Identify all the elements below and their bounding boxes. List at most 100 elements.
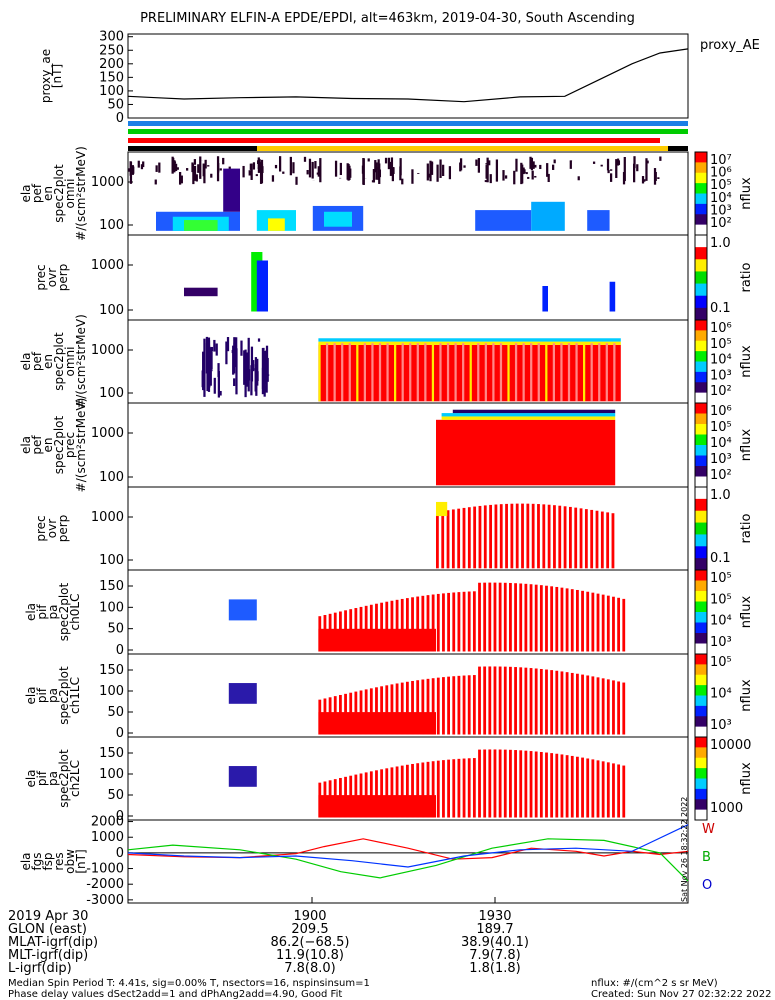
y-tick-label: 2000 <box>91 815 124 830</box>
spectrogram-cell <box>367 158 370 162</box>
spectrogram-cell <box>553 505 556 569</box>
spectrogram-cell <box>390 767 394 818</box>
spectrogram-cell <box>601 761 605 818</box>
spectrogram-cell <box>570 589 574 652</box>
colorbar-segment <box>695 726 707 738</box>
spectrogram-cell <box>542 504 546 569</box>
colorbar-segment <box>695 534 707 547</box>
spectrogram-cell <box>391 167 394 182</box>
spectrogram-cell <box>199 156 202 179</box>
colorbar-segment <box>695 768 707 779</box>
spectrogram-cell <box>180 175 183 184</box>
spectrogram-cell <box>519 583 523 652</box>
spectrogram-cell <box>319 158 322 183</box>
y-axis-label: ela <box>19 184 33 202</box>
spectrogram-cell <box>524 583 528 652</box>
spectrogram-cell <box>174 163 178 172</box>
spectrogram-cell <box>641 176 645 184</box>
spectrogram-cell <box>430 161 434 175</box>
spectrogram-cell <box>260 159 264 173</box>
spectrogram-cell <box>263 350 266 384</box>
spectrogram-cell <box>154 179 157 185</box>
series-line-proxy_AE <box>127 48 689 103</box>
spectrogram-cell <box>390 684 394 735</box>
legend-o: O <box>702 878 713 893</box>
spectrogram-cell <box>439 159 442 178</box>
y-tick-label: 200 <box>99 57 124 72</box>
col2-0: 1930 <box>478 909 512 924</box>
spectrogram-cell <box>213 339 216 352</box>
spectrogram-cell <box>375 603 378 652</box>
spectrogram-cell <box>245 365 248 370</box>
spectrogram-cell <box>263 379 266 397</box>
spectrogram-cell <box>209 347 212 386</box>
spectrogram-cell <box>545 669 548 735</box>
panel-frame <box>127 234 689 321</box>
spectrogram-cell <box>446 510 450 569</box>
footer-left-1: Median Spin Period T: 4.41s, sig=0.00% T… <box>8 978 370 989</box>
spectrogram-cell <box>192 167 195 185</box>
colorbar-tick-label: 0.1 <box>710 551 731 566</box>
spectrogram-cell <box>401 178 404 185</box>
spectrogram-cell <box>612 596 615 652</box>
y-axis-label: spec2plot <box>52 332 66 391</box>
spectrogram-cell <box>454 343 457 402</box>
colorbar-segment <box>695 674 707 686</box>
spectrogram-cell <box>576 673 579 735</box>
y-axis-label: prec <box>34 264 48 290</box>
spectrogram-cell <box>499 343 503 402</box>
spectrogram-cell <box>503 666 507 735</box>
spectrogram-cell <box>411 597 414 652</box>
spectrogram-cell <box>243 371 246 379</box>
colorbar-segment <box>695 476 707 488</box>
spectrogram-cell <box>389 161 393 176</box>
spectrogram-cell <box>462 507 466 569</box>
spectrogram-cell <box>378 163 381 184</box>
spectrogram-cell <box>411 763 414 818</box>
spectrogram-cell <box>514 750 517 818</box>
spectrogram-cell <box>399 166 402 181</box>
spectrogram-cell <box>555 670 559 735</box>
spectrogram-cell <box>550 753 554 818</box>
spectrogram-cell <box>530 158 533 169</box>
spectrogram-cell <box>341 343 344 402</box>
spectrogram-cell <box>426 678 430 735</box>
spectrogram-cell <box>197 164 200 173</box>
spectrogram-cell <box>201 370 204 388</box>
spectrogram-cell <box>267 374 270 376</box>
spectrogram-cell <box>228 683 257 704</box>
spectrogram-cell <box>439 343 442 402</box>
spectrogram-cell <box>385 685 389 735</box>
colorbar-segment <box>695 487 707 500</box>
y-axis-label: spec2plot <box>57 749 71 808</box>
spectrogram-cell <box>303 156 307 162</box>
spectrogram-cell <box>609 173 613 182</box>
spectrogram-cell <box>262 347 265 357</box>
spectrogram-cell <box>478 749 481 818</box>
colorbar-segment <box>695 434 707 446</box>
y-tick-label: 100 <box>99 84 124 99</box>
spectrogram-cell <box>223 168 240 212</box>
spectrogram-cell <box>416 596 420 652</box>
panel-frame <box>127 819 689 904</box>
spectrogram-cell <box>452 676 456 735</box>
spectrogram-cell <box>653 168 657 185</box>
spectrogram-cell <box>318 344 621 402</box>
status-bar <box>128 121 688 126</box>
spectrogram-cell <box>442 677 445 735</box>
spectrogram-cell <box>563 506 567 569</box>
spectrogram-cell <box>416 343 419 402</box>
spectrogram-cell <box>577 176 580 181</box>
colorbar-segment <box>695 591 707 602</box>
spectrogram-cell <box>507 343 510 402</box>
spectrogram-cell <box>636 164 639 172</box>
spectrogram-cell <box>173 160 176 173</box>
spectrogram-cell <box>426 761 430 818</box>
y-tick-label: 1000 <box>91 510 124 525</box>
spectrogram-cell <box>431 761 435 818</box>
spectrogram-cell <box>380 602 384 652</box>
spectrogram-cell <box>261 348 265 395</box>
colorbar-segment <box>695 498 707 512</box>
spectrogram-cell <box>515 503 519 569</box>
spectrogram-cell <box>552 343 555 402</box>
